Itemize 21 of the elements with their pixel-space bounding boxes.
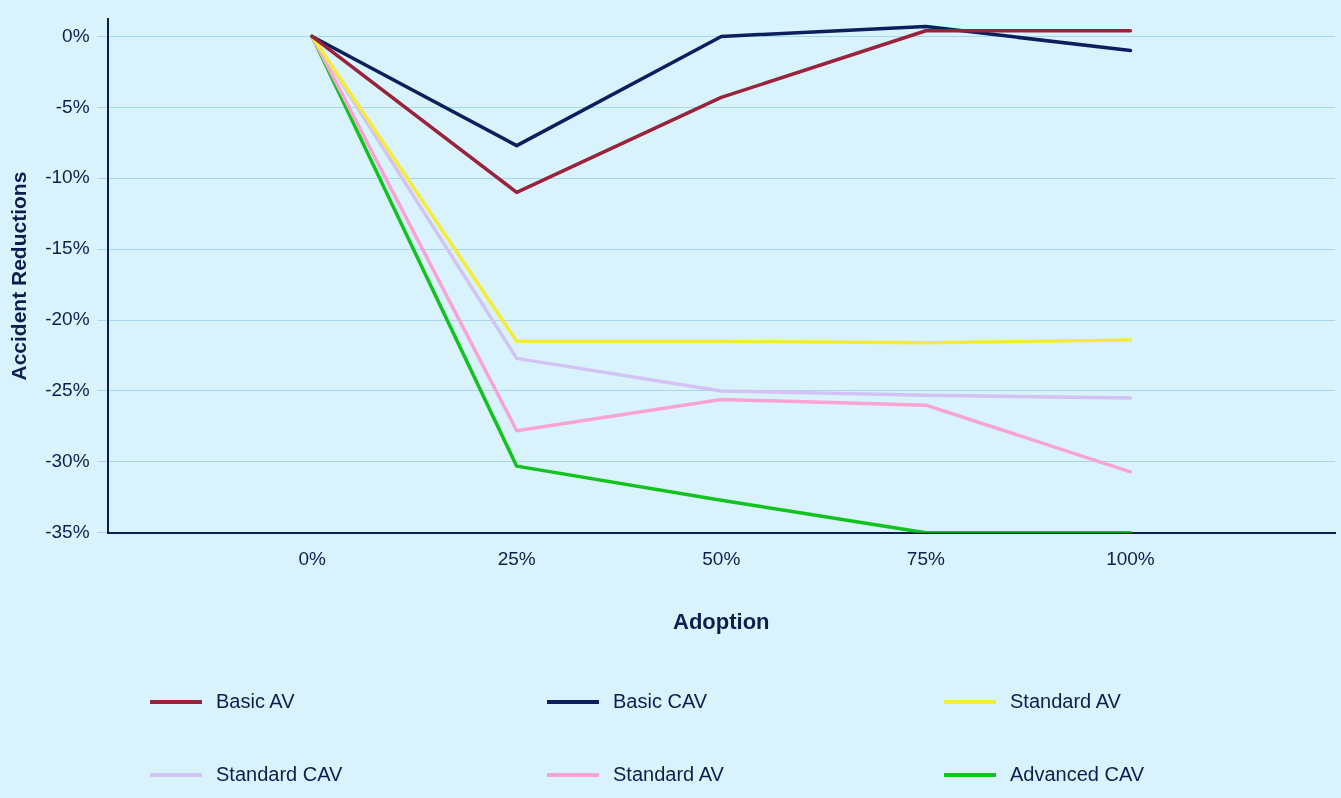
legend-label: Standard CAV <box>216 763 343 786</box>
legend-label: Basic CAV <box>613 690 708 713</box>
y-tick-label: -35% <box>45 521 90 543</box>
x-tick-label: 0% <box>298 548 326 570</box>
legend-label: Basic AV <box>216 690 295 713</box>
x-tick-label: 25% <box>497 548 536 570</box>
y-tick-label: -20% <box>45 308 90 330</box>
y-tick-label: -5% <box>55 95 90 117</box>
x-tick-label: 75% <box>906 548 945 570</box>
x-tick-label: 100% <box>1106 548 1155 570</box>
y-tick-label: -10% <box>45 166 90 188</box>
y-tick-label: -25% <box>45 379 90 401</box>
y-axis-title: Accident Reductions <box>7 171 31 381</box>
y-tick-label: -30% <box>45 450 90 472</box>
x-tick-label: 50% <box>702 548 741 570</box>
legend-label: Advanced CAV <box>1010 763 1145 786</box>
legend-label: Standard AV <box>613 763 724 786</box>
legend-label: Standard AV <box>1010 690 1121 713</box>
y-tick-label: -15% <box>45 237 90 259</box>
x-axis-title: Adoption <box>673 608 770 634</box>
y-tick-label: 0% <box>62 24 90 46</box>
